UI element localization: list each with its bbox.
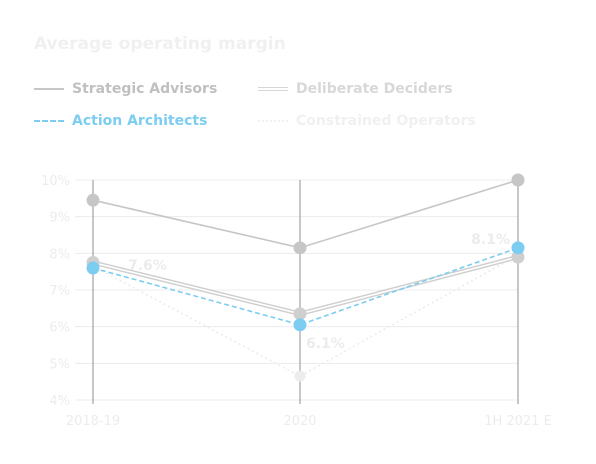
data-point — [511, 250, 525, 264]
x-tick-label: 2018-19 — [66, 414, 120, 429]
legend-swatch-dashed — [34, 120, 64, 122]
legend-item-deliberate-deciders: Deliberate Deciders — [258, 81, 453, 97]
legend-label: Strategic Advisors — [72, 81, 218, 97]
x-tick-label: 2020 — [283, 414, 316, 429]
data-label: 8.1% — [471, 232, 510, 248]
y-tick-label: 7% — [49, 284, 70, 299]
legend-label: Constrained Operators — [296, 113, 476, 129]
data-point — [293, 318, 307, 332]
legend-item-action-architects: Action Architects — [34, 113, 207, 129]
data-point — [86, 193, 100, 207]
y-tick-label: 6% — [49, 321, 70, 336]
data-point — [293, 307, 307, 321]
chart-title: Average operating margin — [34, 34, 286, 54]
data-point — [293, 241, 307, 255]
legend-swatch-dotted — [258, 120, 288, 122]
legend-label: Action Architects — [72, 113, 208, 129]
data-point — [511, 173, 525, 187]
y-tick-label: 5% — [49, 357, 70, 372]
series-line — [92, 179, 519, 249]
data-point — [511, 241, 525, 255]
y-tick-label: 4% — [49, 394, 70, 409]
series-line — [92, 247, 519, 326]
legend-item-constrained-operators: Constrained Operators — [258, 113, 476, 129]
data-point — [294, 370, 306, 382]
series-line — [92, 254, 519, 378]
legend-label: Deliberate Deciders — [296, 81, 453, 97]
x-tick-label: 1H 2021 E — [484, 414, 552, 429]
data-label: 7.6% — [128, 258, 167, 274]
y-tick-label: 8% — [49, 247, 70, 262]
y-tick-label: 10% — [41, 174, 70, 189]
y-tick-label: 9% — [49, 211, 70, 226]
legend-swatch-solid — [34, 88, 64, 90]
data-point — [86, 261, 100, 275]
legend-swatch-double — [258, 87, 288, 91]
legend-item-strategic-advisors: Strategic Advisors — [34, 81, 217, 97]
data-label: 6.1% — [306, 336, 345, 352]
